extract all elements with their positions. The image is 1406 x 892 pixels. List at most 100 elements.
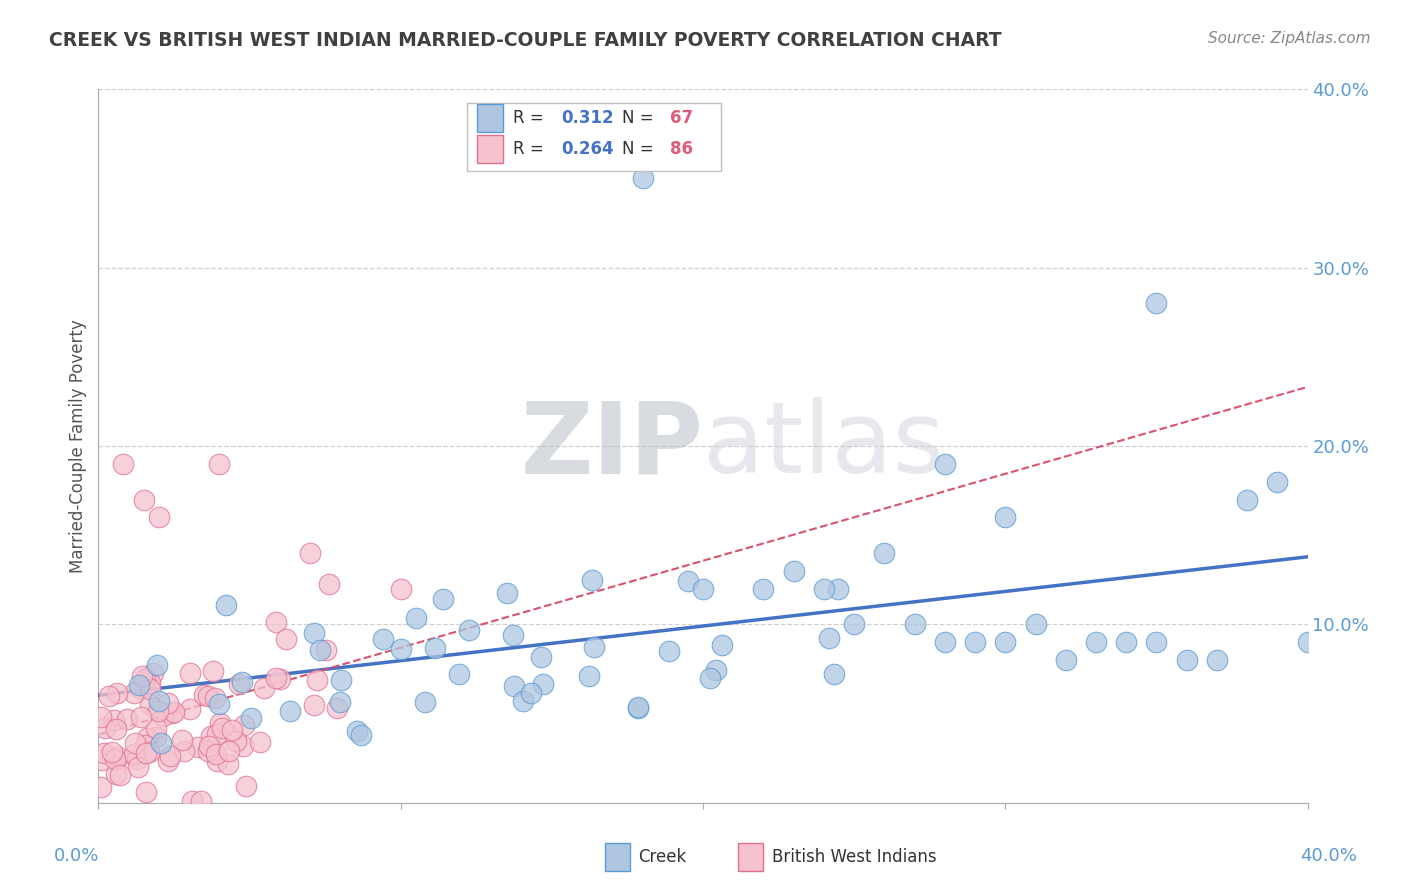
Point	[232, 739, 254, 754]
Point	[205, 726, 228, 740]
Point	[138, 675, 160, 690]
Point	[131, 669, 153, 683]
Point	[101, 745, 124, 759]
Point	[138, 745, 160, 759]
Point	[302, 626, 325, 640]
Point	[512, 694, 534, 708]
Point	[134, 738, 156, 752]
Point	[934, 635, 956, 649]
Point	[135, 746, 157, 760]
Point	[269, 672, 291, 686]
Point	[994, 635, 1017, 649]
Point	[934, 457, 956, 471]
Point	[156, 754, 179, 768]
Point	[502, 679, 524, 693]
Point	[496, 586, 519, 600]
Point	[315, 643, 337, 657]
Point	[208, 697, 231, 711]
Point	[264, 671, 287, 685]
Point	[844, 617, 866, 632]
Point	[200, 729, 222, 743]
Point	[187, 740, 209, 755]
Point	[578, 669, 600, 683]
Bar	[477, 135, 503, 163]
Point	[447, 666, 470, 681]
Point	[149, 736, 172, 750]
Point	[93, 746, 115, 760]
Point	[217, 756, 239, 771]
Point	[264, 615, 287, 629]
Point	[198, 739, 221, 753]
Point	[225, 734, 247, 748]
Text: British West Indians: British West Indians	[772, 848, 936, 866]
Point	[519, 686, 541, 700]
Point	[1144, 635, 1167, 649]
Point	[173, 744, 195, 758]
Point	[148, 510, 170, 524]
Point	[148, 694, 170, 708]
Point	[179, 702, 201, 716]
Point	[205, 754, 228, 768]
Point	[208, 457, 231, 471]
Text: 0.312: 0.312	[561, 109, 614, 127]
Point	[122, 747, 145, 761]
Point	[346, 723, 368, 738]
Point	[218, 744, 240, 758]
Text: atlas: atlas	[703, 398, 945, 494]
Point	[413, 695, 436, 709]
Point	[239, 711, 262, 725]
Point	[994, 510, 1017, 524]
Point	[90, 710, 112, 724]
Point	[329, 695, 352, 709]
Point	[904, 617, 927, 632]
Point	[170, 733, 193, 747]
Point	[627, 700, 650, 714]
Text: R =: R =	[513, 109, 550, 127]
Point	[389, 641, 412, 656]
Point	[104, 723, 127, 737]
Point	[129, 710, 152, 724]
Text: ZIP: ZIP	[520, 398, 703, 494]
Point	[193, 688, 215, 702]
Point	[699, 671, 721, 685]
Point	[329, 673, 352, 687]
Point	[309, 643, 332, 657]
Text: Creek: Creek	[638, 848, 686, 866]
Point	[107, 750, 129, 764]
Point	[163, 705, 186, 719]
Point	[135, 785, 157, 799]
Point	[305, 673, 328, 687]
Point	[90, 780, 112, 794]
Point	[706, 663, 728, 677]
Bar	[738, 843, 763, 871]
Point	[145, 657, 167, 672]
Text: N =: N =	[621, 109, 659, 127]
Point	[502, 628, 524, 642]
Point	[134, 672, 156, 686]
Text: 67: 67	[671, 109, 693, 127]
Point	[179, 666, 201, 681]
Bar	[605, 843, 630, 871]
Point	[98, 689, 121, 703]
Point	[371, 632, 394, 646]
Point	[145, 730, 167, 744]
Point	[201, 664, 224, 678]
Point	[818, 632, 841, 646]
Point	[423, 640, 446, 655]
Point	[208, 715, 231, 730]
Bar	[477, 103, 503, 132]
Point	[873, 546, 896, 560]
Point	[135, 731, 157, 745]
Point	[124, 736, 146, 750]
Point	[94, 721, 117, 735]
Point	[111, 457, 134, 471]
Point	[148, 704, 170, 718]
Point	[159, 749, 181, 764]
Point	[965, 635, 987, 649]
Text: 40.0%: 40.0%	[1301, 847, 1357, 865]
Point	[190, 794, 212, 808]
Point	[678, 574, 700, 589]
Point	[127, 760, 149, 774]
Point	[132, 492, 155, 507]
Point	[105, 766, 128, 780]
